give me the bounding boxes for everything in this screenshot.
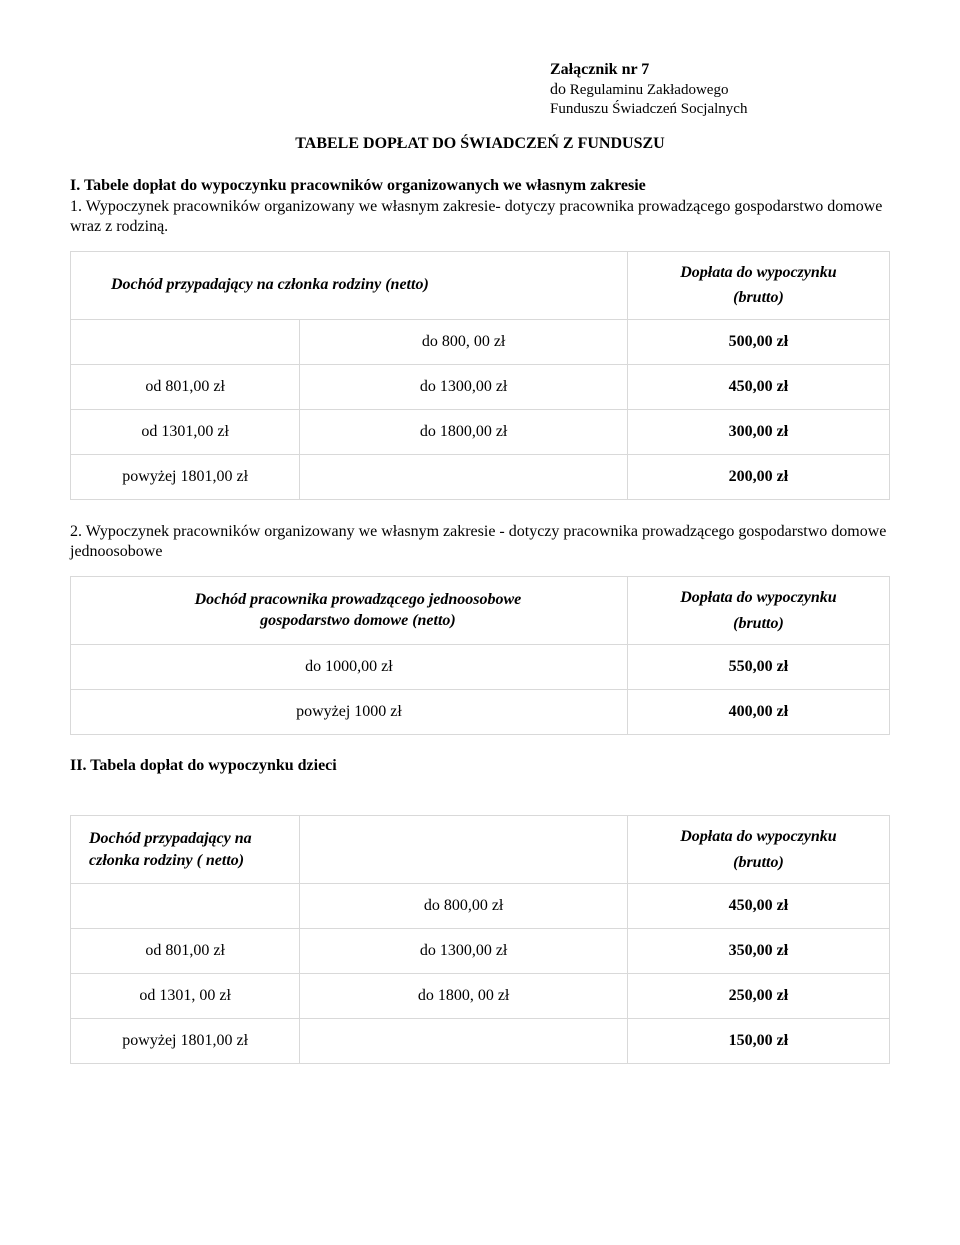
attachment-line-2: Funduszu Świadczeń Socjalnych xyxy=(550,100,890,119)
cell: do 800, 00 zł xyxy=(300,319,628,364)
attachment-line-1: do Regulaminu Zakładowego xyxy=(550,80,890,100)
section-I-heading: I. Tabele dopłat do wypoczynku pracownik… xyxy=(70,177,890,195)
cell: do 1800, 00 zł xyxy=(300,974,628,1019)
cell xyxy=(71,319,300,364)
table-3-header-right-l2: (brutto) xyxy=(733,854,784,871)
cell: do 1300,00 zł xyxy=(300,364,628,409)
cell: 200,00 zł xyxy=(627,454,889,499)
cell: do 1300,00 zł xyxy=(300,929,628,974)
table-3-header-right: Dopłata do wypoczynku (brutto) xyxy=(627,816,889,884)
cell: 350,00 zł xyxy=(627,929,889,974)
table-3-header-row: Dochód przypadający na członka rodziny (… xyxy=(71,816,890,884)
table-1-header-row: Dochód przypadający na członka rodziny (… xyxy=(71,251,890,319)
cell: powyżej 1801,00 zł xyxy=(71,454,300,499)
table-1-header-right-l2: (brutto) xyxy=(733,289,784,306)
cell: 500,00 zł xyxy=(627,319,889,364)
table-row: do 800, 00 zł 500,00 zł xyxy=(71,319,890,364)
table-1-header-left: Dochód przypadający na członka rodziny (… xyxy=(71,251,628,319)
cell: 450,00 zł xyxy=(627,364,889,409)
table-2-header-right-l2: (brutto) xyxy=(733,615,784,632)
attachment-line-1-prefix: do xyxy=(550,81,566,98)
table-3-header-mid xyxy=(300,816,628,884)
table-2-header-right-l1: Dopłata do wypoczynku xyxy=(680,589,836,606)
table-row: do 1000,00 zł 550,00 zł xyxy=(71,645,890,690)
table-row: do 800,00 zł 450,00 zł xyxy=(71,884,890,929)
cell: 150,00 zł xyxy=(627,1019,889,1064)
section-II-heading: II. Tabela dopłat do wypoczynku dzieci xyxy=(70,757,890,775)
attachment-title: Załącznik nr 7 xyxy=(550,60,890,80)
table-2-header-row: Dochód pracownika prowadzącego jednoosob… xyxy=(71,576,890,644)
cell xyxy=(71,884,300,929)
cell: od 1301,00 zł xyxy=(71,409,300,454)
cell: od 801,00 zł xyxy=(71,929,300,974)
table-2-header-left-l1: Dochód pracownika prowadzącego jednoosob… xyxy=(195,591,522,608)
table-2-header-left-l2: gospodarstwo domowe (netto) xyxy=(260,612,456,629)
table-row: od 1301, 00 zł do 1800, 00 zł 250,00 zł xyxy=(71,974,890,1019)
table-2-header-left: Dochód pracownika prowadzącego jednoosob… xyxy=(71,576,628,644)
cell xyxy=(300,1019,628,1064)
cell: 250,00 zł xyxy=(627,974,889,1019)
cell: 450,00 zł xyxy=(627,884,889,929)
table-1: Dochód przypadający na członka rodziny (… xyxy=(70,251,890,500)
table-1-header-right: Dopłata do wypoczynku (brutto) xyxy=(627,251,889,319)
cell: powyżej 1000 zł xyxy=(71,690,628,735)
table-row: powyżej 1000 zł 400,00 zł xyxy=(71,690,890,735)
cell xyxy=(300,454,628,499)
table-row: od 801,00 zł do 1300,00 zł 350,00 zł xyxy=(71,929,890,974)
cell: do 800,00 zł xyxy=(300,884,628,929)
attachment-block: Załącznik nr 7 do Regulaminu Zakładowego… xyxy=(550,60,890,119)
table-1-header-right-l1: Dopłata do wypoczynku xyxy=(680,264,836,281)
section-I-para-1: 1. Wypoczynek pracowników organizowany w… xyxy=(70,197,890,237)
cell: powyżej 1801,00 zł xyxy=(71,1019,300,1064)
cell: do 1000,00 zł xyxy=(71,645,628,690)
table-3-header-right-l1: Dopłata do wypoczynku xyxy=(680,828,836,845)
cell: 550,00 zł xyxy=(627,645,889,690)
cell: 300,00 zł xyxy=(627,409,889,454)
table-3-header-left-l1: Dochód przypadający na xyxy=(89,830,252,847)
attachment-line-1-rest: Regulaminu Zakładowego xyxy=(566,82,728,98)
table-3-header-left-l2: członka rodziny ( netto) xyxy=(89,852,244,869)
table-row: od 1301,00 zł do 1800,00 zł 300,00 zł xyxy=(71,409,890,454)
table-row: powyżej 1801,00 zł 200,00 zł xyxy=(71,454,890,499)
main-title: TABELE DOPŁAT DO ŚWIADCZEŃ Z FUNDUSZU xyxy=(220,135,740,153)
cell: do 1800,00 zł xyxy=(300,409,628,454)
section-I-para-2: 2. Wypoczynek pracowników organizowany w… xyxy=(70,522,890,562)
cell: od 801,00 zł xyxy=(71,364,300,409)
cell: od 1301, 00 zł xyxy=(71,974,300,1019)
table-2: Dochód pracownika prowadzącego jednoosob… xyxy=(70,576,890,735)
cell: 400,00 zł xyxy=(627,690,889,735)
table-3-header-left: Dochód przypadający na członka rodziny (… xyxy=(71,816,300,884)
section-I: I. Tabele dopłat do wypoczynku pracownik… xyxy=(70,177,890,735)
table-3: Dochód przypadający na członka rodziny (… xyxy=(70,815,890,1064)
table-2-header-right: Dopłata do wypoczynku (brutto) xyxy=(627,576,889,644)
table-row: od 801,00 zł do 1300,00 zł 450,00 zł xyxy=(71,364,890,409)
table-row: powyżej 1801,00 zł 150,00 zł xyxy=(71,1019,890,1064)
